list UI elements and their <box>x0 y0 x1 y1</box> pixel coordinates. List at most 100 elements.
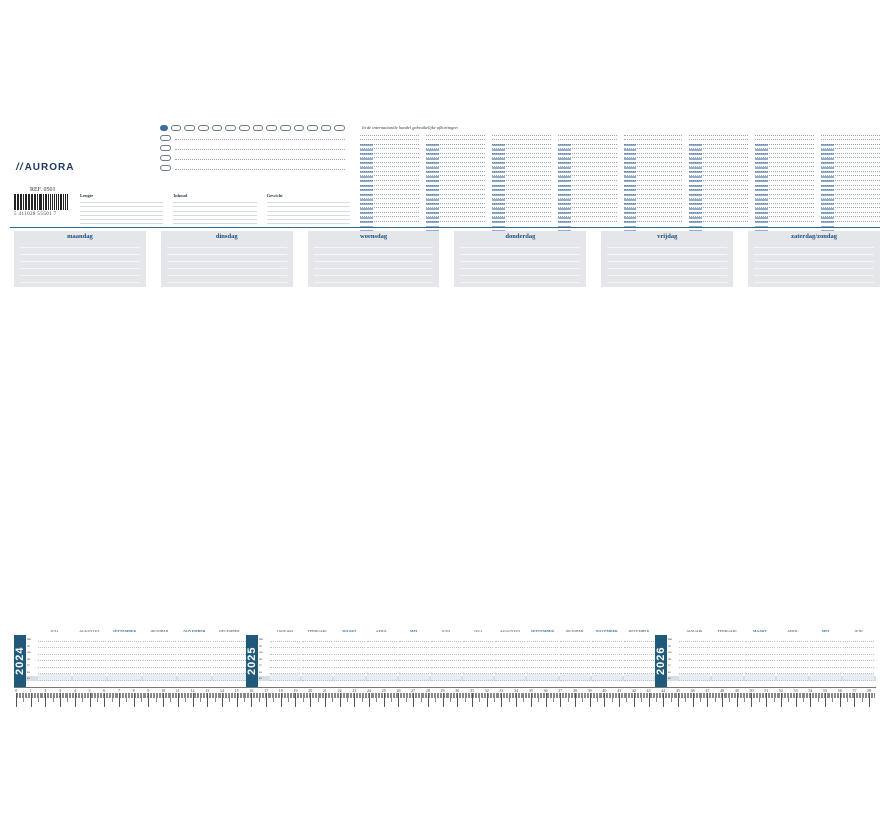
ruler-tick <box>463 693 464 698</box>
week-row <box>843 655 874 661</box>
ruler-number: 10 <box>161 688 166 693</box>
ruler-tick <box>416 693 417 698</box>
day-panel-woensdag[interactable]: woensdag <box>307 231 440 287</box>
ruler-tick <box>495 693 497 698</box>
ruler-tick <box>373 693 375 698</box>
abbr-line <box>360 215 419 228</box>
week-row <box>777 674 809 681</box>
units-line <box>266 213 350 216</box>
week-row <box>843 661 874 668</box>
ruler-tick <box>80 693 82 698</box>
ruler-tick <box>76 693 77 698</box>
writing-line <box>460 269 581 276</box>
ruler-tick <box>508 693 510 702</box>
abbr-code <box>623 207 637 210</box>
ruler-tick <box>785 693 786 698</box>
ruler-tick <box>573 693 575 698</box>
ruler-tick <box>41 693 42 698</box>
abbr-code <box>821 153 835 156</box>
week-row <box>495 674 526 681</box>
ruler-tick <box>43 693 45 698</box>
ruler-tick <box>344 693 345 698</box>
abbr-line <box>755 188 815 201</box>
writing-line <box>607 248 728 255</box>
ruler-tick <box>88 693 89 698</box>
ruler-tick <box>377 693 379 698</box>
week-row <box>591 642 622 648</box>
ruler-tick <box>71 693 73 698</box>
ruler-tick <box>33 693 35 698</box>
ruler-tick <box>338 693 339 698</box>
writing-line <box>313 269 434 276</box>
ruler-tick <box>689 693 691 698</box>
week-row <box>591 674 622 681</box>
ruler-tick <box>827 693 829 698</box>
ruler-tick <box>466 693 467 698</box>
week-row <box>679 648 710 655</box>
ruler-tick <box>136 693 138 698</box>
ruler-tick <box>622 693 623 698</box>
ruler-tick <box>444 693 445 698</box>
abbr-column <box>689 133 749 233</box>
weekday-label: ma <box>259 637 263 641</box>
ruler-tick <box>813 693 814 698</box>
ruler-number: 54 <box>808 688 813 693</box>
ruler-tick <box>217 693 219 698</box>
week-row <box>270 635 301 642</box>
writing-line <box>20 262 140 269</box>
abbr-code <box>425 194 439 197</box>
ruler-tick <box>776 693 778 698</box>
ruler-tick <box>633 693 635 707</box>
ruler-tick <box>719 693 720 698</box>
abbr-code <box>821 180 835 183</box>
ruler-tick <box>748 693 750 698</box>
ruler-tick <box>171 693 173 698</box>
ruler-tick <box>258 693 260 702</box>
ruler-tick <box>110 693 111 698</box>
ruler-tick <box>151 693 152 698</box>
ruler-tick <box>433 693 435 698</box>
month-name: NOVEMBER <box>183 629 206 633</box>
ruler-tick <box>725 693 726 698</box>
week-row <box>302 655 333 661</box>
ruler-tick <box>579 693 580 698</box>
month-column: OKTOBER <box>558 627 590 687</box>
ruler-tick <box>519 693 520 698</box>
abbr-code <box>491 171 505 174</box>
day-panel-zaterdag-zondag[interactable]: zaterdag/zondag <box>748 231 880 287</box>
ruler-tick <box>472 693 473 707</box>
ruler-number: 7 <box>117 688 120 693</box>
ruler-tick <box>257 693 258 698</box>
ruler-tick <box>624 693 626 698</box>
day-panel-donderdag[interactable]: donderdag <box>454 231 587 287</box>
week-row <box>463 635 494 642</box>
abbr-code <box>557 212 571 215</box>
abbr-line <box>557 215 617 228</box>
year-calendar: 2024 ma di wo do vr za zo JULI AUGUSTUS SEPTEMBER O… <box>14 627 876 687</box>
ruler-tick <box>279 693 280 698</box>
desk-pad: //AURORA REF. 0501 5 411028 55501 7 Leng… <box>10 115 880 415</box>
ruler-tick <box>642 693 644 698</box>
ruler-tick <box>523 693 525 702</box>
abbr-line <box>491 192 551 206</box>
week-row <box>213 674 246 681</box>
day-panel-maandag[interactable]: maandag <box>14 231 146 287</box>
ruler-tick <box>252 693 254 698</box>
ruler-tick <box>766 693 767 707</box>
barcode-bar <box>53 194 55 210</box>
abbr-code <box>425 221 439 224</box>
day-panel-vrijdag[interactable]: vrijdag <box>601 231 734 287</box>
abbr-line <box>623 138 683 151</box>
abbr-line <box>491 201 551 215</box>
units-line <box>266 221 350 225</box>
abbr-code <box>360 189 373 192</box>
ruler-tick <box>113 693 114 698</box>
day-panel-dinsdag[interactable]: dinsdag <box>160 231 293 287</box>
units-line <box>80 204 164 208</box>
ruler-tick <box>438 693 439 698</box>
ruler-tick <box>802 693 804 702</box>
abbr-code <box>755 175 769 178</box>
week-row <box>143 648 176 655</box>
month-name: JULI <box>474 629 483 633</box>
ruler-tick <box>248 693 249 698</box>
